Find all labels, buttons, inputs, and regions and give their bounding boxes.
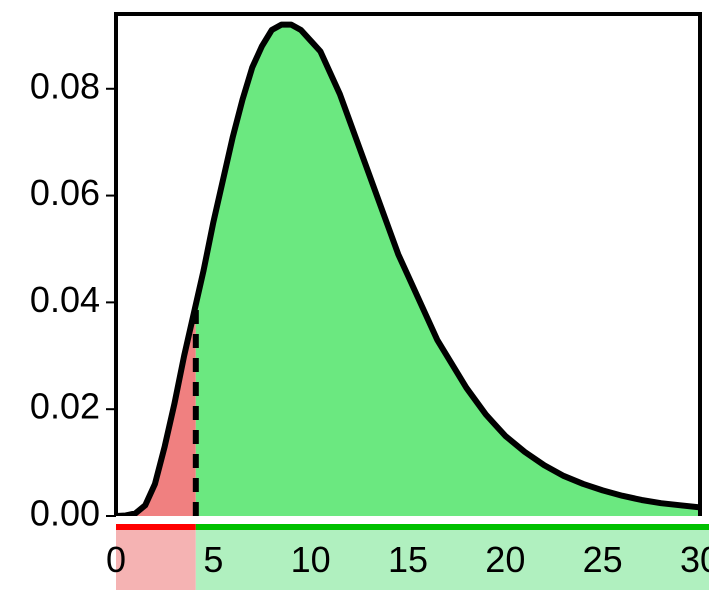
- y-tick-label: 0.00: [30, 493, 100, 534]
- y-tick-label: 0.06: [30, 172, 100, 213]
- x-tick-label: 10: [291, 539, 331, 580]
- density-chart: 0.00 0.02 0.04 0.06 0.08 0 5 10 15 20 25 30: [0, 0, 709, 597]
- x-tick-label: 25: [583, 539, 623, 580]
- x-tick-label: 0: [106, 539, 126, 580]
- y-tick-label: 0.04: [30, 279, 100, 320]
- x-tick-label: 30: [680, 539, 709, 580]
- y-tick-label: 0.08: [30, 65, 100, 106]
- x-tick-label: 20: [485, 539, 525, 580]
- y-tick-label: 0.02: [30, 386, 100, 427]
- x-band-red: [116, 530, 196, 590]
- x-tick-label: 5: [203, 539, 223, 580]
- x-tick-label: 15: [388, 539, 428, 580]
- x-band-green: [196, 530, 709, 590]
